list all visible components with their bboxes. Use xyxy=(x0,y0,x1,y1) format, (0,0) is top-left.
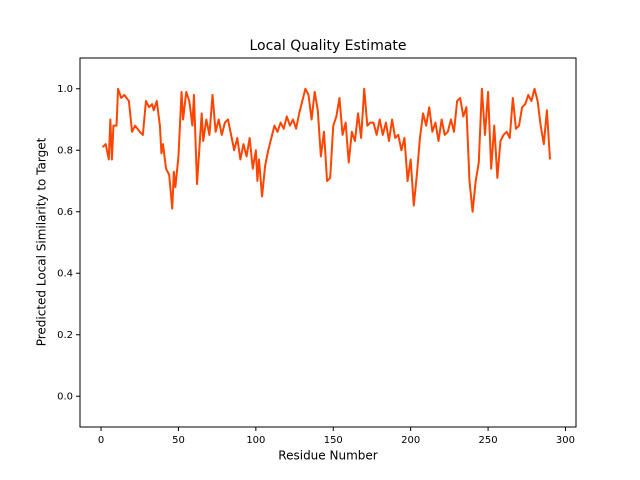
y-tick-label: 0.4 xyxy=(57,268,73,279)
line xyxy=(101,87,551,213)
y-tick-label: 1.0 xyxy=(57,84,73,95)
x-tick-label: 300 xyxy=(556,435,575,446)
x-axis-label: Residue Number xyxy=(278,449,377,463)
x-tick-label: 100 xyxy=(246,435,265,446)
plot-frame xyxy=(79,57,577,428)
x-tick-label: 250 xyxy=(479,435,498,446)
x-tick-label: 200 xyxy=(401,435,420,446)
x-tick-label: 150 xyxy=(324,435,343,446)
y-axis-label: Predicted Local Similarity to Target xyxy=(35,137,49,346)
y-tick-label: 0.0 xyxy=(57,391,73,402)
x-tick-label: 50 xyxy=(172,435,185,446)
y-tick-label: 0.8 xyxy=(57,145,73,156)
chart-title: Local Quality Estimate xyxy=(249,38,406,54)
y-tick-label: 0.2 xyxy=(57,330,73,341)
y-tick-label: 0.6 xyxy=(57,207,73,218)
x-tick-label: 0 xyxy=(98,435,104,446)
